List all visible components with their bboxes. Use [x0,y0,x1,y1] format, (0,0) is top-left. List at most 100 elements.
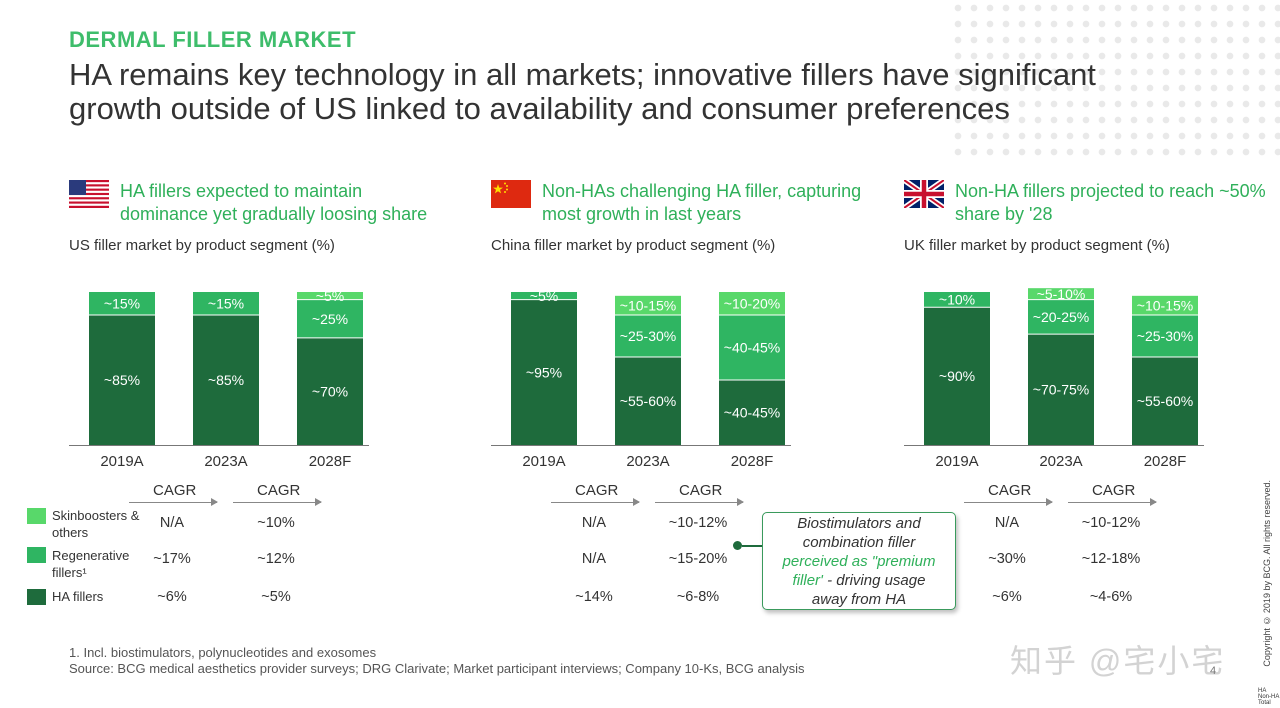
cagr-header: CAGR [153,482,197,499]
chart-subtitle: UK filler market by product segment (%) [904,237,1170,254]
x-tick-label: 2028F [1144,453,1187,470]
bar-segment-ha [1028,334,1094,445]
legend-label-ha: HA fillers [52,589,104,604]
panel-heading: Non-HAs challenging HA filler, capturing… [542,181,862,224]
cagr-header: CAGR [1092,482,1136,499]
cagr-header: CAGR [575,482,619,499]
callout-box: Biostimulators and combination filler pe… [762,512,956,610]
x-tick-label: 2023A [204,453,247,470]
cagr-value-skin: N/A [994,515,1020,531]
data-label: ~25% [312,311,348,327]
bar-segment-regen [89,292,155,315]
cagr-arrow [129,498,218,506]
data-label: ~70-75% [1033,382,1089,398]
bar-segment-regen [1028,299,1094,335]
cagr-value-skin: N/A [159,515,185,531]
tiny-legend: HA Non-HA Total [1258,688,1280,706]
bar-segment-skin [1132,295,1198,315]
legend-label-skinboosters: Skinboosters & others [52,508,140,540]
cagr-value-regen: ~17% [153,551,191,567]
bar-segment-skin [615,295,681,315]
bar-segment-ha [511,299,577,445]
panel-us: HA fillers expected to maintain dominanc… [69,176,449,476]
bar-segment-regen [1132,314,1198,358]
page-number: 4 [1210,665,1217,677]
legend-swatch-skinboosters [27,508,46,524]
data-label: ~10-20% [724,295,780,311]
bar-segment-skin [719,292,785,315]
x-tick-label: 2028F [309,453,352,470]
callout-connector-line [742,545,762,547]
cagr-arrow [655,498,744,506]
cagr-value-skin: ~10-12% [1081,515,1141,531]
cagr-arrow [233,498,322,506]
cagr-value-regen: N/A [581,551,607,567]
data-label: ~25-30% [620,328,676,344]
data-label: ~15% [104,295,140,311]
cagr-value-skin: ~10% [257,515,295,531]
data-label: ~90% [939,368,975,384]
x-tick-label: 2023A [626,453,669,470]
bar-segment-regen [297,299,363,338]
x-tick-label: 2023A [1039,453,1082,470]
data-label: ~40-45% [724,339,780,355]
data-label: ~55-60% [620,393,676,409]
cagr-value-regen: ~12% [257,551,295,567]
legend-label-regenerative: Regenerative fillers¹ [52,548,130,580]
x-tick-label: 2019A [522,453,565,470]
panel-china: Non-HAs challenging HA filler, capturing… [491,176,871,476]
data-label: ~15% [208,295,244,311]
source-note: Source: BCG medical aesthetics provider … [69,661,805,676]
cagr-arrow [551,498,640,506]
legend-swatch-ha [27,589,46,605]
data-label: ~85% [208,372,244,388]
bar-segment-ha [719,379,785,445]
footnote: 1. Incl. biostimulators, polynucleotides… [69,645,377,660]
us-flag-icon [69,180,109,208]
copyright-note: Copyright © 2019 by BCG. All rights rese… [1262,480,1272,667]
legend-swatch-regenerative [27,547,46,563]
x-tick-label: 2019A [100,453,143,470]
bar-segment-ha [1132,357,1198,445]
bar-segment-ha [89,314,155,445]
panel-heading: HA fillers expected to maintain dominanc… [120,181,428,224]
data-label: ~5% [530,288,558,304]
cagr-value-ha: ~5% [261,589,291,605]
cagr-value-ha: ~6% [992,589,1022,605]
dot-pattern-decoration [950,0,1280,160]
x-tick-label: 2028F [731,453,774,470]
cagr-value-ha: ~4-6% [1089,589,1133,605]
data-label: ~20-25% [1033,309,1089,325]
slide-title: HA remains key technology in all markets… [69,57,1096,126]
panel-uk: Non-HA fillers projected to reach ~50% s… [904,176,1280,476]
watermark: 知乎 @宅小宅 [1010,643,1226,679]
china-flag-icon [491,180,531,208]
chart-subtitle: China filler market by product segment (… [491,237,776,254]
cagr-arrow [1068,498,1157,506]
bar-segment-regen [719,314,785,380]
section-kicker: DERMAL FILLER MARKET [69,27,357,52]
cagr-value-ha: ~6% [157,589,187,605]
x-tick-label: 2019A [935,453,978,470]
bar-segment-skin [1028,288,1094,300]
cagr-value-regen: ~15-20% [668,551,728,567]
us-bar-chart: ~85% ~15% 2019A ~85% ~15% 2023A ~70% ~25% ~5% 202… [69,288,369,470]
bar-segment-regen [615,314,681,358]
data-label: ~85% [104,372,140,388]
cagr-value-ha: ~6-8% [676,589,720,605]
cagr-header: CAGR [679,482,723,499]
data-label: ~25-30% [1137,328,1193,344]
data-label: ~10% [939,292,975,308]
cagr-value-regen: ~30% [988,551,1026,567]
bar-segment-regen [193,292,259,315]
data-label: ~10-15% [1137,297,1193,313]
bar-segment-ha [297,337,363,445]
cagr-value-skin: N/A [581,515,607,531]
china-bar-chart: ~95% ~5% 2019A ~55-60% ~25-30% ~10-15% 2023A ~4… [491,288,791,470]
cagr-value-ha: ~14% [575,589,613,605]
bar-segment-regen [511,292,577,300]
data-label: ~95% [526,364,562,380]
chart-subtitle: US filler market by product segment (%) [69,237,335,254]
bar-segment-ha [615,357,681,445]
cagr-arrow [964,498,1053,506]
